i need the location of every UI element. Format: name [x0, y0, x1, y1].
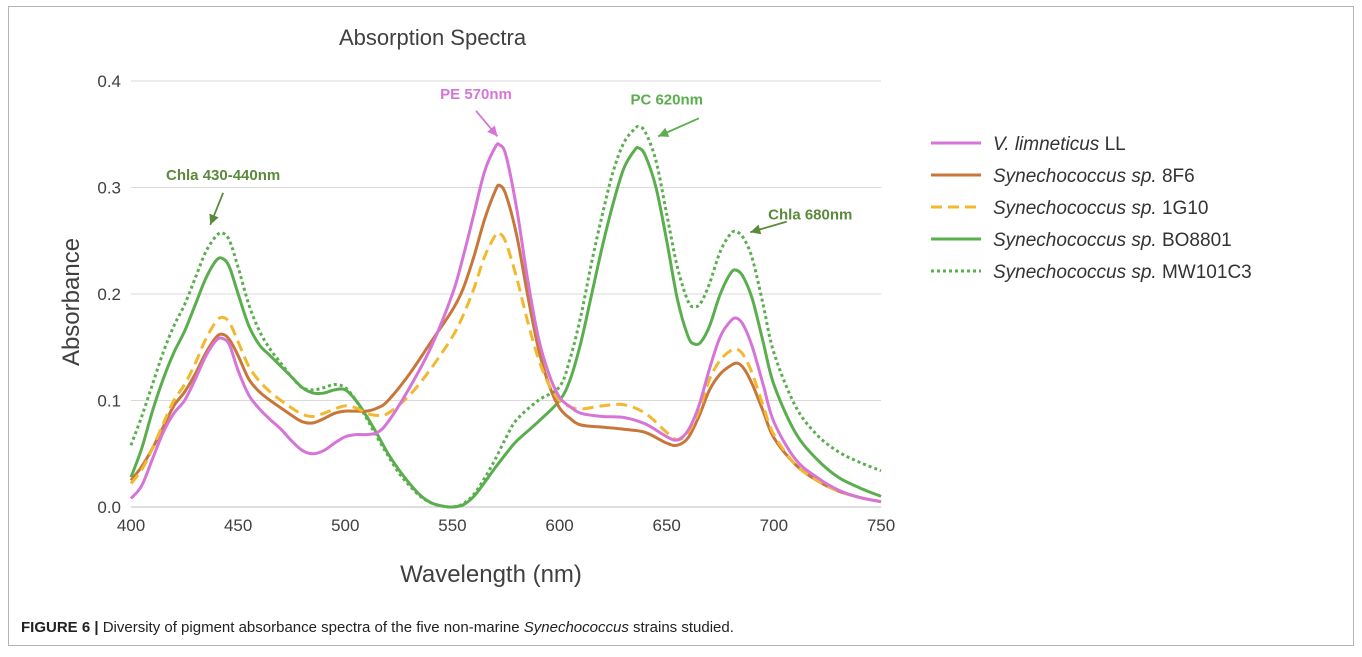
y-tick-label: 0.4 [97, 72, 121, 91]
legend-entry-rest: MW101C3 [1157, 262, 1252, 283]
legend-entry-italic: Synechococcus sp. [993, 198, 1157, 219]
caption-text-after: strains studied. [628, 619, 734, 636]
x-tick-label: 500 [331, 516, 359, 535]
series-line-3 [129, 146, 882, 509]
axes: 0.0 0.1 0.2 0.3 0.4 400 450 500 550 600 650 700 750 [97, 72, 895, 535]
annotation-label: Chla 430-440nm [166, 167, 280, 184]
annotation-label: PC 620nm [630, 91, 703, 108]
legend-entry-rest: LL [1099, 134, 1125, 155]
y-tick-label: 0.0 [97, 498, 121, 517]
annotation-label: Chla 680nm [768, 206, 852, 223]
annotation-arrowhead [750, 224, 762, 235]
x-tick-label: 600 [545, 516, 573, 535]
x-tick-label: 550 [438, 516, 466, 535]
x-axis-label: Wavelength (nm) [400, 561, 582, 588]
caption-text-italic: Synechococcus [523, 619, 629, 636]
annotations: Chla 430-440nm PE 570nm PC 620nm Chla 680nm [166, 86, 852, 235]
caption-text-before: Diversity of pigment absorbance spectra … [98, 619, 524, 636]
legend-entry-1: Synechococcus sp. 8F6 [993, 166, 1195, 187]
legend-entry-rest: 1G10 [1157, 198, 1209, 219]
series-lines [129, 125, 882, 509]
figure-caption: FIGURE 6 | Diversity of pigment absorban… [21, 619, 1341, 636]
y-tick-label: 0.1 [97, 392, 121, 411]
legend-entry-4: Synechococcus sp. MW101C3 [993, 262, 1252, 283]
x-tick-label: 400 [117, 516, 145, 535]
chart-title: Absorption Spectra [339, 25, 527, 50]
legend-entry-3: Synechococcus sp. BO8801 [993, 230, 1232, 251]
grid-lines [131, 80, 881, 401]
x-tick-label: 650 [653, 516, 681, 535]
legend-entry-italic: Synechococcus sp. [993, 230, 1157, 251]
annotation-arrowhead [487, 125, 498, 137]
legend-entry-rest: 8F6 [1157, 166, 1195, 187]
y-axis-label: Absorbance [58, 238, 85, 366]
series-line-1 [129, 183, 882, 504]
series-line-0 [129, 142, 882, 504]
annotation-arrowhead [658, 127, 670, 137]
series-line-2 [129, 230, 882, 504]
legend-entry-italic: V. limneticus [993, 134, 1100, 155]
legend-entry-italic: Synechococcus sp. [993, 166, 1157, 187]
x-tick-label: 750 [867, 516, 895, 535]
annotation-arrowhead [209, 213, 219, 225]
y-tick-label: 0.3 [97, 179, 121, 198]
legend-entry-rest: BO8801 [1157, 230, 1232, 251]
y-tick-label: 0.2 [97, 285, 121, 304]
x-tick-label: 450 [224, 516, 252, 535]
legend-entry-italic: Synechococcus sp. [993, 262, 1157, 283]
x-tick-label: 700 [760, 516, 788, 535]
caption-label: FIGURE 6 | [21, 619, 99, 636]
legend-entry-0: V. limneticus LL [993, 134, 1126, 155]
legend-entry-2: Synechococcus sp. 1G10 [993, 198, 1208, 219]
figure-frame: 0.0 0.1 0.2 0.3 0.4 400 450 500 550 600 650 700 750 … [8, 6, 1354, 646]
annotation-label: PE 570nm [440, 86, 512, 103]
